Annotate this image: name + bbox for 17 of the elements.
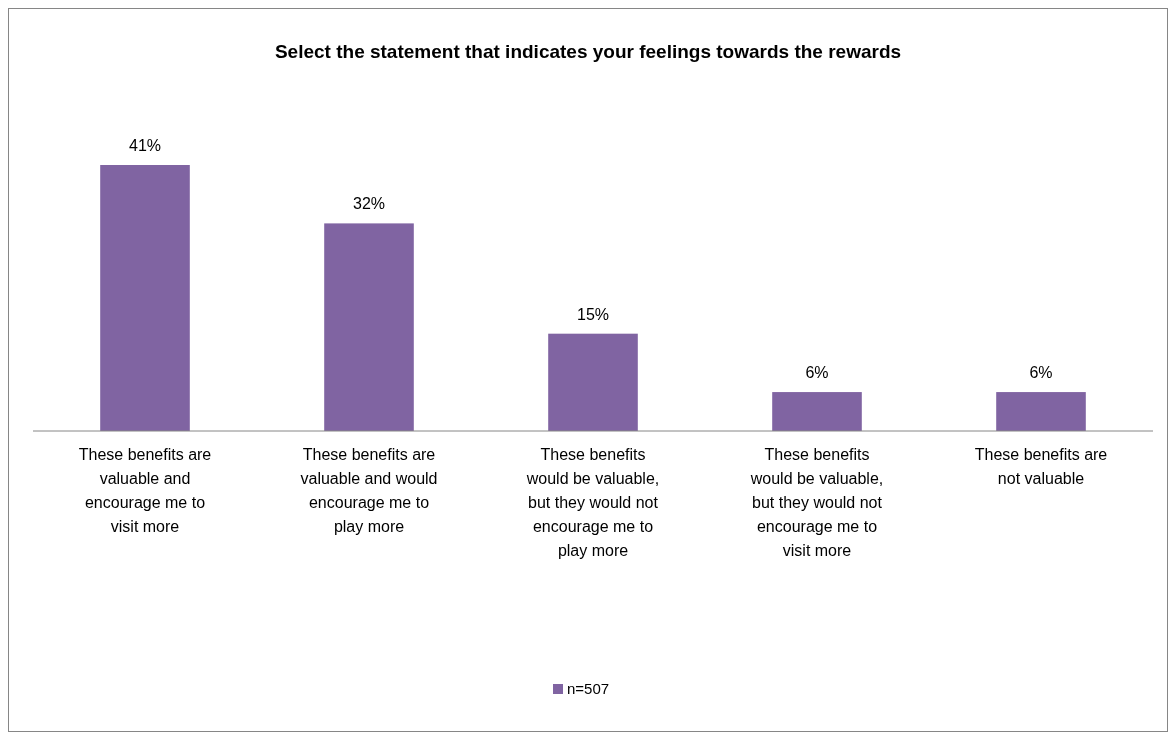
chart-title: Select the statement that indicates your feelings towards the rewards — [274, 41, 902, 62]
data-label: 41% — [128, 137, 162, 154]
data-label: 6% — [805, 364, 829, 382]
legend-label: n=507 — [567, 680, 610, 697]
bar — [996, 392, 1086, 431]
x-tick-label: These benefits are valuable and encourage me to visit more — [78, 446, 212, 535]
bar — [100, 165, 190, 431]
x-tick-label: These benefits would be valuable, but they would not encourage me to play more — [525, 446, 660, 559]
bar — [324, 223, 414, 431]
x-tick-label: These benefits are not valuable — [974, 446, 1108, 487]
x-tick-label: These benefits are valuable and would encourage me to play more — [300, 446, 438, 535]
bar — [772, 392, 862, 431]
x-tick-label: These benefits would be valuable, but they would not encourage me to visit more — [749, 446, 884, 559]
data-label: 32% — [352, 195, 386, 213]
bar — [548, 333, 638, 431]
data-label: 15% — [576, 305, 610, 323]
data-label: 6% — [1029, 364, 1053, 382]
